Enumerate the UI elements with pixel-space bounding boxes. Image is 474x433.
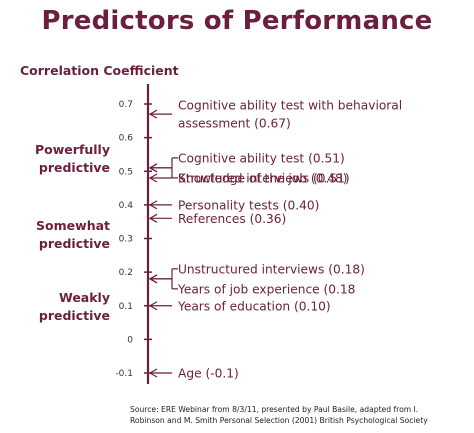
predictor-label: Age (-0.1) [178,367,239,381]
chart-title: Predictors of Performance [41,6,433,36]
zone-label-somewhat-predictive: Somewhat predictive [0,217,110,253]
y-tick-label: 0.1 [119,302,133,312]
y-tick-label: 0.3 [119,235,133,245]
predictor-label: Cognitive ability test with behavioral [178,99,402,113]
y-tick-label: 0 [127,335,133,345]
arrowhead [148,301,158,311]
zone-label-line: predictive [38,160,110,176]
zone-label-powerfully-predictive: Powerfully predictive [0,141,110,177]
source-line: Source: ERE Webinar from 8/3/11, present… [130,405,419,414]
predictor-label: Years of job experience (0.18 [177,282,355,296]
arrowhead [148,368,158,378]
source-line: Robinson and M. Smith Personal Selection… [130,416,428,425]
predictor-label: Personality tests (0.40) [178,198,319,212]
y-tick-label: 0.2 [119,268,133,278]
y-tick-label: 0.4 [119,201,134,211]
arrowhead [148,274,158,284]
predictor-label: assessment (0.67) [178,117,291,131]
source-note: Source: ERE Webinar from 8/3/11, present… [130,404,428,426]
zone-label-weakly-predictive: Weakly predictive [0,289,110,325]
zone-label-line: Somewhat [36,218,110,234]
zone-label-line: Weakly [58,290,110,306]
zone-label-line: predictive [38,308,110,324]
y-axis-label: Correlation Coefficient [20,63,179,78]
zone-label-line: Powerfully [35,142,110,158]
arrowhead [148,109,158,119]
predictor-label: Knowledge of the job (0.48) [178,171,347,185]
predictor-label: References (0.36) [178,212,286,226]
y-tick-label: -0.1 [115,369,133,379]
arrowhead [148,173,158,183]
arrowhead [148,163,158,173]
arrowhead [148,213,158,223]
y-tick-label: 0.6 [119,134,134,144]
predictor-label: Structured interviews (0.51) [178,171,350,185]
predictor-label: Cognitive ability test (0.51) [178,151,345,165]
arrowhead [148,200,158,210]
y-tick-label: 0.7 [119,100,133,110]
zone-label-line: predictive [38,236,110,252]
predictor-label: Years of education (0.10) [177,299,331,313]
y-tick-label: 0.5 [119,167,133,177]
predictor-label: Unstructured interviews (0.18) [178,262,365,276]
